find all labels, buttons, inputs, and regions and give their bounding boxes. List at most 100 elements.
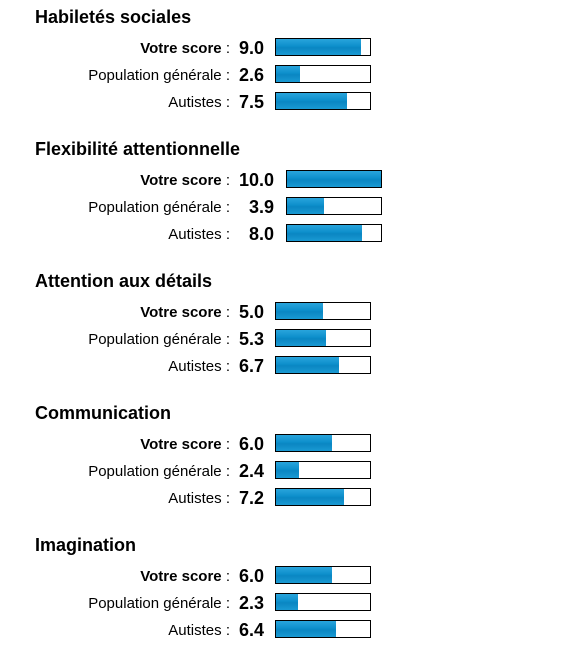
score-bar	[286, 197, 382, 215]
row-label-text: Votre score	[140, 304, 222, 321]
score-row-your-score: Votre score :9.0	[0, 37, 588, 59]
score-bar-fill	[276, 594, 298, 610]
row-label-colon: :	[221, 436, 230, 453]
row-label-colon: :	[221, 358, 230, 375]
score-bar-fill	[276, 567, 333, 583]
row-label-colon: :	[221, 331, 230, 348]
score-bar-fill	[287, 225, 363, 241]
score-bar	[275, 329, 371, 347]
score-bar	[275, 461, 371, 479]
score-value: 3.9	[249, 197, 275, 217]
score-row-general-population: Population générale : 3.9	[0, 196, 588, 218]
score-bar-fill	[276, 303, 323, 319]
score-row-autists: Autistes :7.5	[0, 91, 588, 113]
section-title: Habiletés sociales	[35, 7, 192, 27]
row-label-colon: :	[221, 568, 230, 585]
row-label: Population générale :	[88, 595, 230, 613]
row-label: Votre score :	[140, 568, 230, 586]
score-value: 2.3	[239, 593, 265, 613]
score-bar-fill	[276, 621, 337, 637]
row-label-text: Population générale	[88, 595, 222, 612]
score-bar-fill	[276, 39, 361, 55]
score-bar-fill	[276, 357, 339, 373]
section-title: Attention aux détails	[35, 271, 213, 291]
row-label-text: Votre score	[140, 568, 222, 585]
score-row-your-score: Votre score :5.0	[0, 301, 588, 323]
score-value: 7.5	[239, 92, 265, 112]
row-label-text: Autistes	[168, 358, 222, 375]
row-label-colon: :	[221, 463, 230, 480]
row-label: Population générale :	[88, 199, 230, 217]
score-bar-fill	[287, 171, 381, 187]
row-label: Autistes :	[168, 226, 230, 244]
row-label: Autistes :	[168, 490, 230, 508]
row-label-text: Autistes	[168, 490, 222, 507]
row-label-text: Population générale	[88, 199, 222, 216]
score-row-your-score: Votre score : 6.0	[0, 433, 588, 455]
row-label: Population générale :	[88, 463, 230, 481]
row-label: Votre score :	[140, 40, 230, 58]
row-label-colon: :	[221, 490, 230, 507]
row-label: Autistes :	[168, 94, 230, 112]
row-label-colon: :	[221, 40, 230, 57]
row-label: Population générale :	[88, 331, 230, 349]
score-row-autists: Autistes :7.2	[0, 487, 588, 509]
score-value: 7.2	[239, 488, 265, 508]
row-label: Autistes :	[168, 358, 230, 376]
row-label-text: Autistes	[168, 226, 222, 243]
row-label-colon: :	[221, 199, 230, 216]
row-label-text: Population générale	[88, 67, 222, 84]
row-label: Votre score :	[140, 172, 230, 190]
row-label: Votre score :	[140, 436, 230, 454]
score-value: 9.0	[239, 38, 265, 58]
row-label-text: Votre score	[140, 40, 222, 57]
score-value: 10.0	[239, 170, 275, 190]
section-title: Flexibilité attentionnelle	[35, 139, 241, 159]
row-label-colon: :	[221, 595, 230, 612]
score-row-general-population: Population générale :2.3	[0, 592, 588, 614]
score-value: 5.3	[239, 329, 265, 349]
row-label-colon: :	[221, 67, 230, 84]
score-value: 6.0	[239, 566, 265, 586]
row-label: Votre score :	[140, 304, 230, 322]
score-bar	[275, 92, 371, 110]
score-bar	[286, 170, 382, 188]
score-row-general-population: Population générale :2.6	[0, 64, 588, 86]
score-bar-fill	[276, 489, 344, 505]
score-bar	[286, 224, 382, 242]
score-value: 8.0	[249, 224, 275, 244]
score-bar-fill	[276, 66, 301, 82]
row-label: Autistes :	[168, 622, 230, 640]
score-bar-fill	[276, 93, 347, 109]
section-title: Communication	[35, 403, 172, 423]
score-bar-fill	[276, 330, 326, 346]
score-bar-fill	[276, 462, 299, 478]
score-bar	[275, 356, 371, 374]
score-value: 6.0	[239, 434, 265, 454]
row-label-colon: :	[221, 226, 230, 243]
score-bar	[275, 65, 371, 83]
row-label-colon: :	[221, 94, 230, 111]
row-label-text: Autistes	[168, 622, 222, 639]
row-label-text: Autistes	[168, 94, 222, 111]
score-bar-fill	[287, 198, 324, 214]
score-value: 2.6	[239, 65, 265, 85]
row-label-text: Votre score	[140, 172, 222, 189]
score-row-general-population: Population générale : 2.4	[0, 460, 588, 482]
score-value: 6.7	[239, 356, 265, 376]
row-label-colon: :	[221, 304, 230, 321]
score-row-general-population: Population générale :5.3	[0, 328, 588, 350]
row-label-text: Population générale	[88, 331, 222, 348]
score-bar-fill	[276, 435, 333, 451]
score-bar	[275, 620, 371, 638]
row-label: Population générale :	[88, 67, 230, 85]
score-bar	[275, 566, 371, 584]
score-row-your-score: Votre score :6.0	[0, 565, 588, 587]
score-row-autists: Autistes : 8.0	[0, 223, 588, 245]
score-row-autists: Autistes :6.7	[0, 355, 588, 377]
row-label-colon: :	[221, 172, 230, 189]
score-bar	[275, 488, 371, 506]
score-bar	[275, 302, 371, 320]
score-value: 2.4	[239, 461, 265, 481]
score-value: 5.0	[239, 302, 265, 322]
